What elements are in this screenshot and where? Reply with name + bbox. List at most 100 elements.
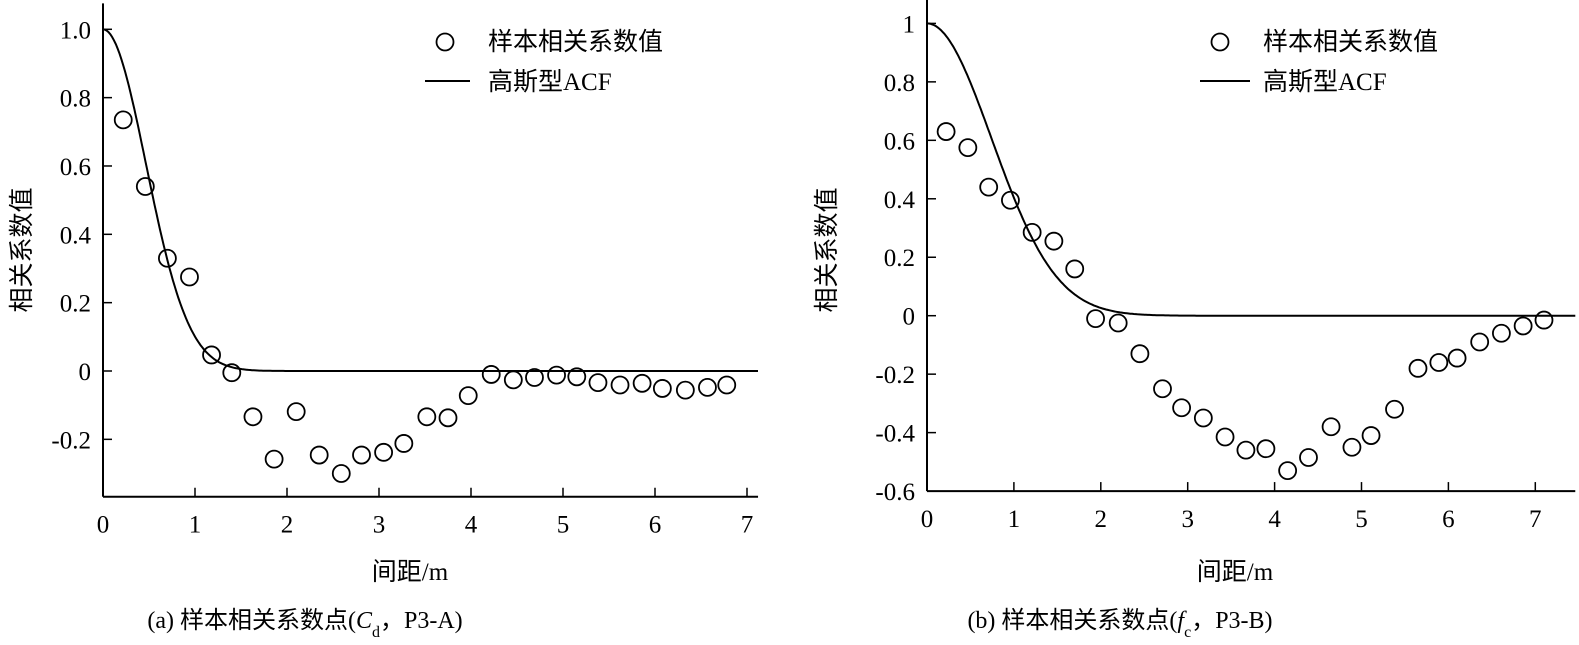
x-tick-label: 4 xyxy=(1268,506,1281,533)
y-tick-label: 0.4 xyxy=(884,187,916,214)
sample-point xyxy=(547,365,566,385)
sample-point xyxy=(1108,313,1128,333)
sample-point xyxy=(1408,358,1428,378)
x-tick-label: 7 xyxy=(741,512,754,539)
y-tick-label: -0.2 xyxy=(875,362,915,389)
legend-label-points: 样本相关系数值 xyxy=(488,28,663,56)
sample-point xyxy=(438,408,458,428)
sample-point xyxy=(309,445,329,465)
sample-point xyxy=(1534,310,1554,330)
sample-point xyxy=(352,445,371,465)
sample-point xyxy=(675,380,695,400)
sample-point xyxy=(1236,440,1256,460)
sample-point xyxy=(394,434,414,453)
sample-point xyxy=(936,122,956,141)
sample-point xyxy=(1153,379,1172,399)
caption: (b) 样本相关系数点(fc，P3-B) xyxy=(967,607,1272,641)
legend-label-line: 高斯型ACF xyxy=(488,68,612,96)
y-axis-title: 相关系数值 xyxy=(813,187,841,312)
sample-point xyxy=(979,177,999,197)
chart-panel-a: 0 1 2 3 4 5 6 7 1.0 0.8 0.6 0.4 0.2 0 -0.2 样本相关系数值高斯型AC… xyxy=(8,3,759,641)
caption-suffix: ，P3-B) xyxy=(1191,608,1272,634)
sample-point xyxy=(698,378,717,397)
sample-point xyxy=(1172,398,1192,418)
sample-point xyxy=(1130,344,1150,364)
sample-point xyxy=(481,365,501,384)
sample-point xyxy=(1001,190,1020,210)
y-tick-label: 0.8 xyxy=(884,70,915,97)
sample-point xyxy=(222,363,242,383)
sample-point xyxy=(374,442,394,462)
y-tick-label: 0.8 xyxy=(60,86,91,113)
sample-point xyxy=(503,370,523,390)
caption-subscript: d xyxy=(372,624,380,641)
x-tick-label: 4 xyxy=(465,512,478,539)
y-tick-label: -0.4 xyxy=(875,421,915,448)
y-tick-label: -0.2 xyxy=(51,427,91,454)
sample-point xyxy=(243,407,263,427)
y-tick-label: 0.2 xyxy=(884,245,915,272)
sample-point xyxy=(264,449,284,469)
x-tick-label: 7 xyxy=(1529,506,1542,533)
sample-point xyxy=(1193,408,1213,428)
caption-suffix: ，P3-A) xyxy=(380,608,463,634)
sample-point xyxy=(1321,417,1341,437)
sample-point xyxy=(157,248,177,268)
x-tick-label: 2 xyxy=(281,512,294,539)
sample-point xyxy=(632,373,652,393)
sample-point xyxy=(652,379,672,398)
y-tick-label: 1 xyxy=(903,11,916,38)
sample-point xyxy=(1278,461,1298,481)
sample-point xyxy=(331,464,351,483)
sample-point xyxy=(113,110,133,130)
sample-point xyxy=(1086,309,1105,329)
sample-point xyxy=(202,345,221,365)
y-tick-label: 0 xyxy=(79,359,92,386)
sample-point xyxy=(1429,353,1449,372)
sample-point xyxy=(1361,426,1381,445)
sample-point xyxy=(1470,332,1490,352)
gaussian-acf-line xyxy=(926,22,1576,317)
sample-point xyxy=(1044,231,1064,251)
x-tick-label: 0 xyxy=(97,512,110,539)
legend-marker-points xyxy=(435,32,455,52)
sample-point xyxy=(610,375,630,395)
y-tick-label: -0.6 xyxy=(875,479,915,506)
caption: (a) 样本相关系数点(Cd，P3-A) xyxy=(147,607,462,641)
sample-point xyxy=(1447,348,1467,368)
sample-point xyxy=(717,375,737,395)
y-tick-label: 1.0 xyxy=(60,17,91,44)
x-tick-label: 3 xyxy=(1181,506,1194,533)
y-tick-label: 0 xyxy=(903,304,916,331)
sample-point xyxy=(525,368,544,387)
y-tick-label: 0.6 xyxy=(60,154,91,181)
sample-point xyxy=(1022,222,1042,242)
caption-prefix: (a) 样本相关系数点( xyxy=(147,607,356,634)
sample-point xyxy=(180,267,199,287)
x-tick-label: 5 xyxy=(1355,506,1368,533)
sample-point xyxy=(1065,259,1085,279)
x-tick-label: 5 xyxy=(557,512,570,539)
y-tick-label: 0.6 xyxy=(884,128,915,155)
sample-point xyxy=(417,407,437,427)
sample-point xyxy=(567,367,587,387)
x-axis-title: 间距/m xyxy=(372,558,449,586)
sample-point xyxy=(1492,323,1511,343)
caption-variable: C xyxy=(356,608,373,634)
x-tick-label: 2 xyxy=(1095,506,1108,533)
x-tick-label: 6 xyxy=(649,512,662,539)
sample-point xyxy=(1215,427,1235,447)
x-tick-label: 1 xyxy=(1008,506,1021,533)
legend-marker-points xyxy=(1210,32,1230,52)
legend-label-points: 样本相关系数值 xyxy=(1263,28,1438,56)
sample-point xyxy=(458,386,478,406)
x-axis-title: 间距/m xyxy=(1197,558,1274,586)
legend-label-line: 高斯型ACF xyxy=(1263,68,1387,96)
caption-variable: f xyxy=(1177,608,1187,634)
chart-panel-b: 0 1 2 3 4 5 6 7 1 0.8 0.6 0.4 0.2 0 -0.2 -0.4 -0.6 样本相关系数… xyxy=(813,0,1576,641)
sample-point xyxy=(135,177,155,196)
x-tick-label: 6 xyxy=(1442,506,1455,533)
